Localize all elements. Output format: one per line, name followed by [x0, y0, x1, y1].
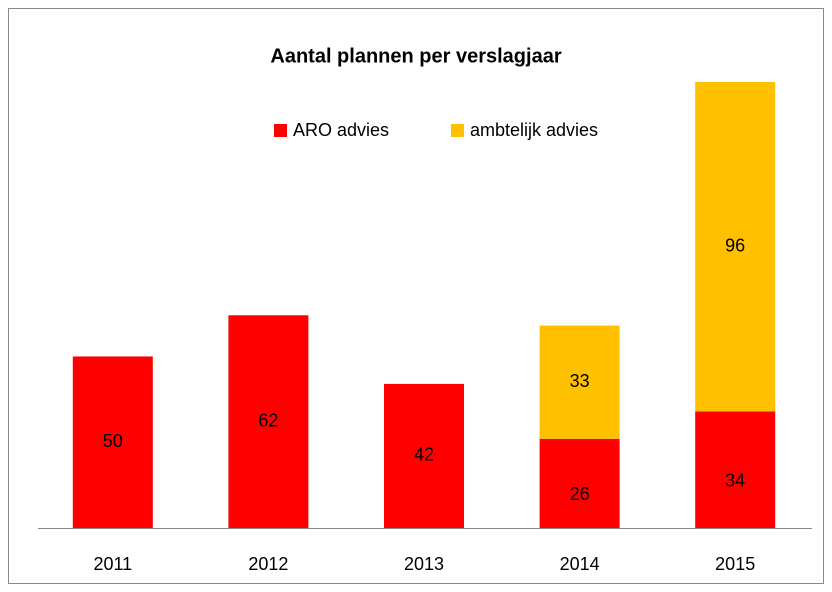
data-label: 33	[570, 371, 590, 391]
x-tick-label: 2011	[93, 554, 132, 574]
data-label: 42	[414, 445, 434, 465]
bar-segment	[539, 325, 620, 439]
legend-label: ARO advies	[293, 120, 389, 140]
data-label: 96	[725, 235, 745, 255]
legend-swatch	[274, 124, 287, 137]
x-tick-label: 2014	[560, 554, 600, 574]
bar-segment	[695, 82, 776, 412]
data-label: 34	[725, 470, 745, 490]
legend-swatch	[451, 124, 464, 137]
chart-title: Aantal plannen per verslagjaar	[270, 45, 561, 67]
data-label: 26	[570, 484, 590, 504]
data-label: 50	[103, 431, 123, 451]
bar-segment	[539, 438, 620, 528]
bar-segment	[384, 383, 464, 528]
x-tick-label: 2015	[715, 554, 755, 574]
x-tick-label: 2013	[404, 554, 444, 574]
legend-label: ambtelijk advies	[470, 120, 598, 140]
bar-segment	[72, 356, 153, 528]
bar-segment	[695, 411, 776, 528]
data-label: 62	[258, 410, 278, 430]
x-tick-label: 2012	[248, 554, 288, 574]
bar-segment	[228, 315, 309, 528]
